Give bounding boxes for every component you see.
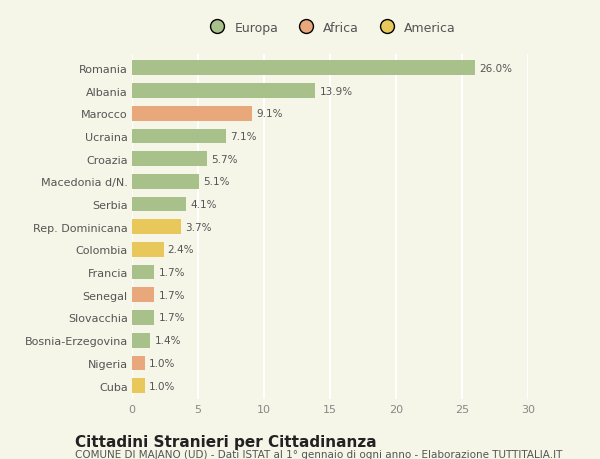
Bar	[132, 310, 154, 325]
Text: Cittadini Stranieri per Cittadinanza: Cittadini Stranieri per Cittadinanza	[75, 434, 377, 449]
Text: 1.7%: 1.7%	[158, 290, 185, 300]
Legend: Europa, Africa, America: Europa, Africa, America	[199, 17, 461, 39]
Bar	[132, 197, 186, 212]
Text: 1.7%: 1.7%	[158, 313, 185, 323]
Bar	[132, 62, 475, 76]
Text: 3.7%: 3.7%	[185, 222, 211, 232]
Bar	[132, 174, 199, 189]
Text: 7.1%: 7.1%	[230, 132, 256, 142]
Bar	[132, 288, 154, 302]
Text: 4.1%: 4.1%	[190, 200, 217, 210]
Text: 2.4%: 2.4%	[167, 245, 194, 255]
Bar	[132, 265, 154, 280]
Bar	[132, 129, 226, 144]
Text: 13.9%: 13.9%	[319, 86, 353, 96]
Bar	[132, 356, 145, 370]
Bar	[132, 220, 181, 235]
Bar	[132, 242, 164, 257]
Text: 26.0%: 26.0%	[479, 64, 512, 73]
Text: 5.7%: 5.7%	[211, 154, 238, 164]
Bar	[132, 152, 207, 167]
Text: 9.1%: 9.1%	[256, 109, 283, 119]
Bar	[132, 106, 252, 121]
Bar	[132, 333, 151, 348]
Text: 1.0%: 1.0%	[149, 381, 176, 391]
Text: 1.4%: 1.4%	[154, 336, 181, 346]
Bar	[132, 84, 316, 99]
Text: 1.7%: 1.7%	[158, 268, 185, 278]
Text: 1.0%: 1.0%	[149, 358, 176, 368]
Text: 5.1%: 5.1%	[203, 177, 230, 187]
Text: COMUNE DI MAJANO (UD) - Dati ISTAT al 1° gennaio di ogni anno - Elaborazione TUT: COMUNE DI MAJANO (UD) - Dati ISTAT al 1°…	[75, 449, 562, 459]
Bar	[132, 378, 145, 393]
